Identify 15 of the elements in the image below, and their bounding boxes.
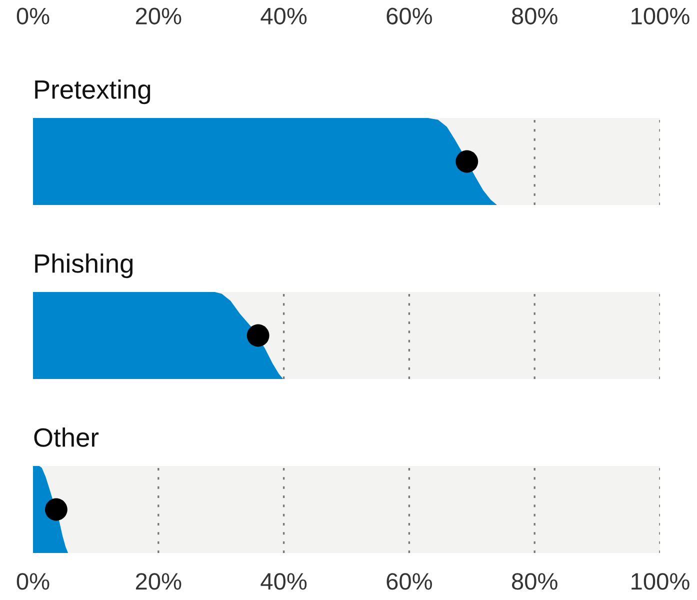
x-tick-label: 20% xyxy=(136,573,182,590)
chart-title: Phishing xyxy=(35,254,133,278)
x2-tick-label: 100% xyxy=(632,8,690,24)
x-tick-label: 0% xyxy=(16,573,50,590)
x-tick-label: 80% xyxy=(512,573,558,590)
x-tick-label: 100% xyxy=(632,573,690,590)
chart-title: Other xyxy=(34,428,99,447)
x2-tick-label: 40% xyxy=(260,8,307,24)
x-tick-label: 60% xyxy=(386,573,432,590)
chart-title: Pretexting xyxy=(35,80,150,104)
x-tick-label: 40% xyxy=(260,573,307,590)
x2-tick-label: 80% xyxy=(512,8,558,24)
x2-tick-label: 20% xyxy=(136,8,182,24)
x2-tick-label: 0% xyxy=(16,8,50,24)
x2-tick-label: 60% xyxy=(386,8,432,24)
